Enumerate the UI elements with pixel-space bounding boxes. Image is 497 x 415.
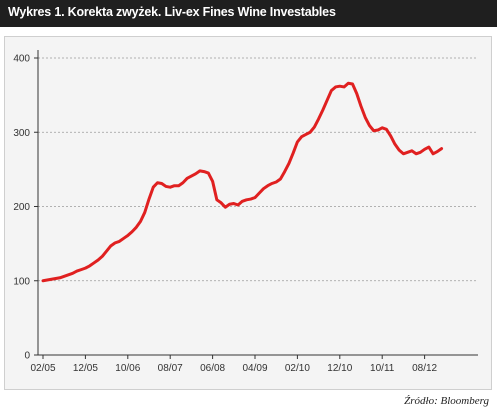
y-tick-label: 100 xyxy=(13,276,30,287)
y-tick-label: 0 xyxy=(24,351,30,362)
x-tick-label: 06/08 xyxy=(200,363,225,374)
y-tick-label: 300 xyxy=(13,128,30,139)
x-tick-label: 10/06 xyxy=(115,363,140,374)
x-tick-label: 12/05 xyxy=(73,363,98,374)
plot-panel xyxy=(4,36,492,390)
chart-svg: 0 100 200 300 400 02/05 12/05 10/06 08/07 06/08 04… xyxy=(13,50,478,374)
x-tick-label: 08/07 xyxy=(158,363,183,374)
x-tick-label: 12/10 xyxy=(327,363,352,374)
source-note: Źródło: Bloomberg xyxy=(404,395,489,407)
x-tick-label: 02/10 xyxy=(285,363,310,374)
chart-title: Wykres 1. Korekta zwyżek. Liv-ex Fines W… xyxy=(0,0,497,27)
x-tick-label: 08/12 xyxy=(412,363,437,374)
y-tick-label: 400 xyxy=(13,54,30,65)
y-tick-label: 200 xyxy=(13,202,30,213)
series-line xyxy=(41,81,444,283)
x-tick-label: 04/09 xyxy=(242,363,267,374)
x-tick-label: 02/05 xyxy=(30,363,55,374)
x-tick-label: 10/11 xyxy=(370,363,395,374)
